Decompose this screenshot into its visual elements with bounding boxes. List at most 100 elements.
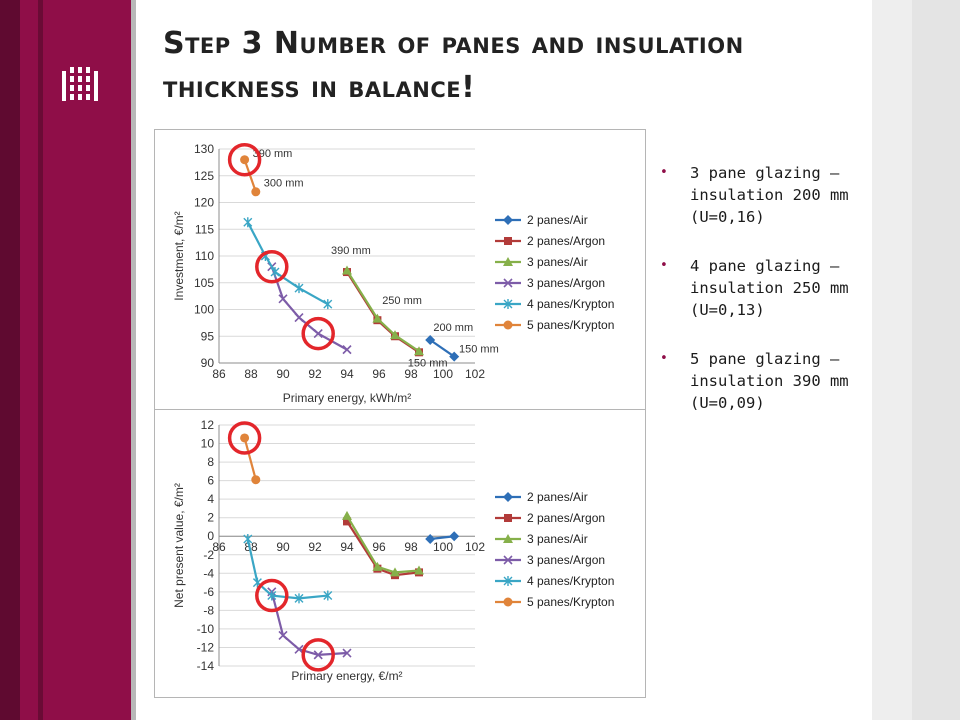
- series-line: [346, 271, 420, 354]
- key-findings-list: • 3 pane glazing – insulation 200 mm (U=0…: [660, 162, 880, 441]
- left-accent-band: [0, 0, 136, 720]
- y-tick-label: 0: [207, 529, 214, 543]
- data-point: [313, 329, 323, 339]
- data-annotation: 250 mm: [382, 295, 422, 307]
- x-tick-label: 88: [244, 367, 258, 381]
- legend-swatch-marker: [503, 576, 513, 586]
- y-axis-title: Net present value, €/m²: [172, 483, 186, 608]
- data-annotation: 300 mm: [264, 177, 304, 189]
- highlight-circle: [301, 638, 335, 672]
- data-point: [240, 155, 250, 165]
- data-annotation: 200 mm: [433, 322, 473, 334]
- series-line: [243, 159, 257, 193]
- data-point: [372, 313, 383, 323]
- x-tick-label: 92: [308, 367, 322, 381]
- x-tick-label: 100: [433, 367, 453, 381]
- y-tick-label: 90: [201, 356, 215, 370]
- series-line: [346, 520, 420, 577]
- x-tick-label: 86: [212, 540, 226, 554]
- data-point: [425, 334, 436, 345]
- data-annotation: 150 mm: [408, 358, 448, 370]
- data-point: [323, 590, 333, 601]
- y-tick-label: 10: [201, 437, 215, 451]
- y-tick-label: 105: [194, 276, 214, 290]
- data-annotation: 390 mm: [331, 245, 371, 257]
- legend-swatch-marker: [503, 257, 513, 266]
- x-tick-label: 102: [465, 540, 485, 554]
- x-tick-label: 86: [212, 367, 226, 381]
- data-point: [372, 561, 383, 571]
- net-present-value-chart: -14 -12 -10 -8 -6 -4 -2 0 2 4 6 8 10 12 86 88 90 92 94 96 98…: [154, 409, 646, 698]
- y-tick-label: 2: [207, 511, 214, 525]
- y-tick-label: 125: [194, 169, 214, 183]
- data-point: [342, 510, 352, 520]
- data-point: [251, 187, 261, 197]
- y-tick-label: 100: [194, 303, 214, 317]
- y-tick-label: 4: [207, 492, 214, 506]
- x-tick-label: 94: [340, 540, 354, 554]
- data-point: [267, 590, 277, 601]
- y-tick-label: 95: [201, 329, 215, 343]
- x-tick-label: 98: [404, 367, 418, 381]
- legend-swatch-marker: [503, 215, 513, 225]
- university-logo-icon: [62, 67, 98, 101]
- bullet-marker: •: [660, 258, 668, 273]
- slide-title: Step 3 Number of panes and insulation th…: [163, 26, 744, 105]
- y-tick-label: -8: [203, 603, 214, 617]
- bullet-3-pane: • 3 pane glazing – insulation 200 mm (U=0…: [660, 162, 880, 228]
- y-tick-label: -6: [203, 585, 214, 599]
- series-line: [346, 515, 420, 574]
- y-tick-label: -12: [197, 640, 215, 654]
- bullet-marker: •: [660, 351, 668, 366]
- data-point: [342, 265, 352, 275]
- legend-swatch-marker: [503, 534, 513, 543]
- bullet-5-pane: • 5 pane glazing – insulation 390 mm (U=0…: [660, 348, 880, 414]
- y-tick-label: -4: [203, 566, 214, 580]
- data-point: [294, 312, 304, 323]
- legend-label: 2 panes/Argon: [527, 511, 605, 525]
- legend-swatch-marker: [503, 555, 513, 565]
- legend-swatch-marker: [503, 278, 513, 288]
- y-tick-label: 6: [207, 474, 214, 488]
- data-point: [425, 534, 436, 545]
- y-tick-label: 120: [194, 196, 214, 210]
- data-annotation: 150 mm: [459, 343, 499, 355]
- y-tick-label: 130: [194, 142, 214, 156]
- data-point: [449, 351, 460, 362]
- data-point: [243, 217, 253, 228]
- x-tick-label: 100: [433, 540, 453, 554]
- data-point: [313, 650, 323, 660]
- legend-label: 3 panes/Argon: [527, 553, 605, 567]
- data-point: [240, 433, 250, 443]
- legend-label: 4 panes/Krypton: [527, 574, 614, 588]
- data-point: [278, 294, 288, 304]
- bullet-marker: •: [660, 165, 668, 180]
- x-tick-label: 102: [465, 367, 485, 381]
- bullet-4-pane: • 4 pane glazing – insulation 250 mm (U=0…: [660, 255, 880, 321]
- data-point: [343, 517, 351, 526]
- data-point: [414, 565, 424, 575]
- data-point: [390, 567, 400, 577]
- series-line: [429, 339, 455, 358]
- series-line: [270, 591, 348, 656]
- y-axis-title: Investment, €/m²: [172, 211, 186, 300]
- data-point: [278, 630, 288, 640]
- legend-label: 2 panes/Air: [527, 213, 588, 227]
- highlight-circle: [227, 142, 262, 177]
- x-tick-label: 90: [276, 367, 290, 381]
- data-point: [294, 644, 304, 654]
- y-tick-label: 8: [207, 455, 214, 469]
- x-tick-label: 90: [276, 540, 290, 554]
- x-axis-title: Primary energy, €/m²: [291, 669, 402, 683]
- highlight-circle: [301, 316, 335, 351]
- data-point: [449, 531, 460, 542]
- legend-label: 4 panes/Krypton: [527, 297, 614, 311]
- legend-label: 3 panes/Air: [527, 532, 588, 546]
- highlight-circle: [255, 578, 289, 613]
- data-point: [294, 593, 304, 604]
- left-accent-stripe: [38, 0, 43, 720]
- x-tick-label: 98: [404, 540, 418, 554]
- legend-label: 5 panes/Krypton: [527, 318, 614, 332]
- x-tick-label: 96: [372, 540, 386, 554]
